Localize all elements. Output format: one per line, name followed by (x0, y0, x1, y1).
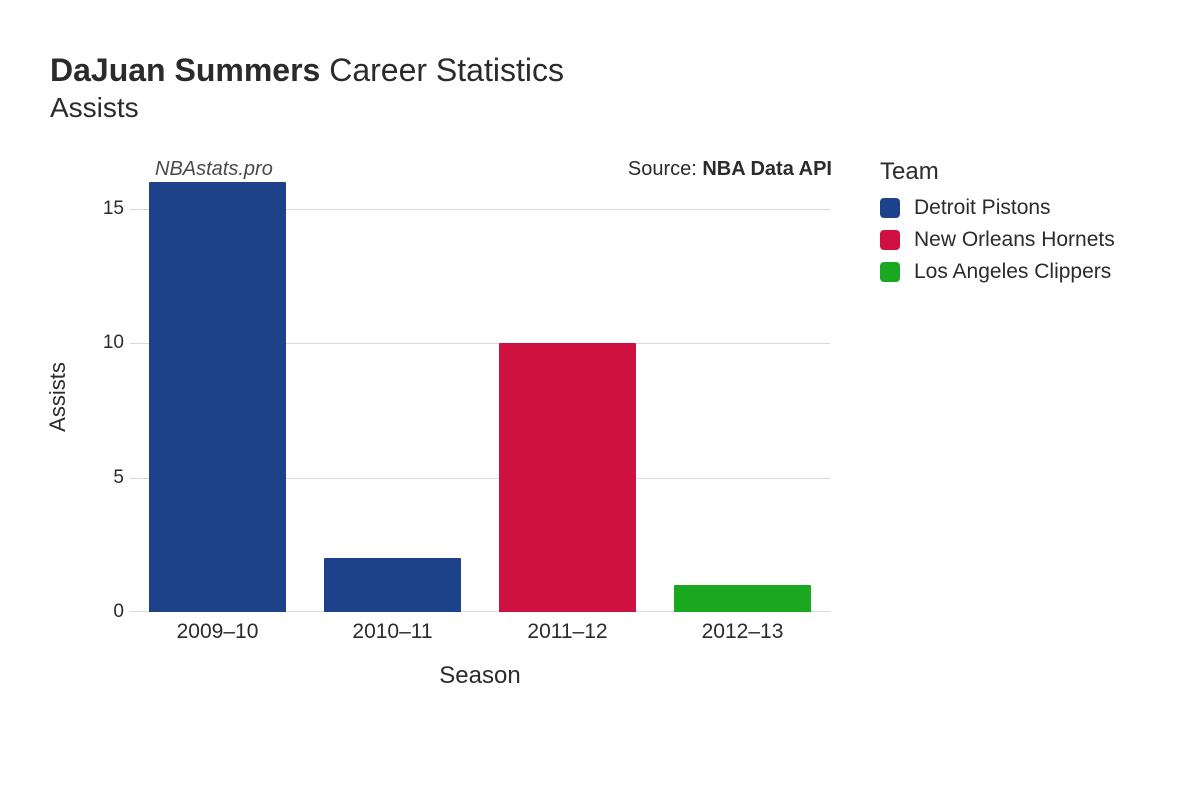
legend-swatch (880, 198, 900, 218)
x-tick-label: 2012–13 (702, 620, 784, 644)
legend-item: Detroit Pistons (880, 196, 1115, 220)
legend-label: Detroit Pistons (914, 196, 1051, 220)
plot-region (130, 182, 830, 612)
x-tick-label: 2009–10 (177, 620, 259, 644)
x-tick-label: 2011–12 (527, 620, 607, 644)
x-tick-label: 2010–11 (352, 620, 432, 644)
y-tick-label: 15 (74, 198, 124, 220)
source-label: Source: (628, 158, 702, 180)
chart-title: DaJuan Summers Career Statistics (50, 50, 1160, 90)
source-value: NBA Data API (702, 158, 832, 180)
legend-swatch (880, 262, 900, 282)
legend-item: New Orleans Hornets (880, 228, 1115, 252)
y-axis-title: Assists (45, 362, 71, 432)
watermark: NBAstats.pro (155, 158, 273, 181)
legend-swatch (880, 230, 900, 250)
y-tick-label: 10 (74, 332, 124, 354)
chart-title-block: DaJuan Summers Career Statistics Assists (50, 50, 1160, 124)
title-player-name: DaJuan Summers (50, 52, 320, 88)
legend: Team Detroit Pistons New Orleans Hornets L… (880, 158, 1115, 292)
bar (324, 558, 461, 612)
chart-subtitle: Assists (50, 92, 1160, 124)
source-attribution: Source: NBA Data API (628, 158, 832, 181)
bar (674, 585, 811, 612)
title-suffix: Career Statistics (320, 52, 564, 88)
bar (499, 343, 636, 612)
bar (149, 182, 286, 612)
legend-item: Los Angeles Clippers (880, 260, 1115, 284)
y-tick-label: 0 (74, 601, 124, 623)
legend-label: New Orleans Hornets (914, 228, 1115, 252)
legend-label: Los Angeles Clippers (914, 260, 1111, 284)
legend-title: Team (880, 158, 1115, 186)
y-tick-label: 5 (74, 467, 124, 489)
chart-area: NBAstats.pro Source: NBA Data API Assist… (50, 152, 840, 712)
x-axis-title: Season (439, 662, 520, 690)
